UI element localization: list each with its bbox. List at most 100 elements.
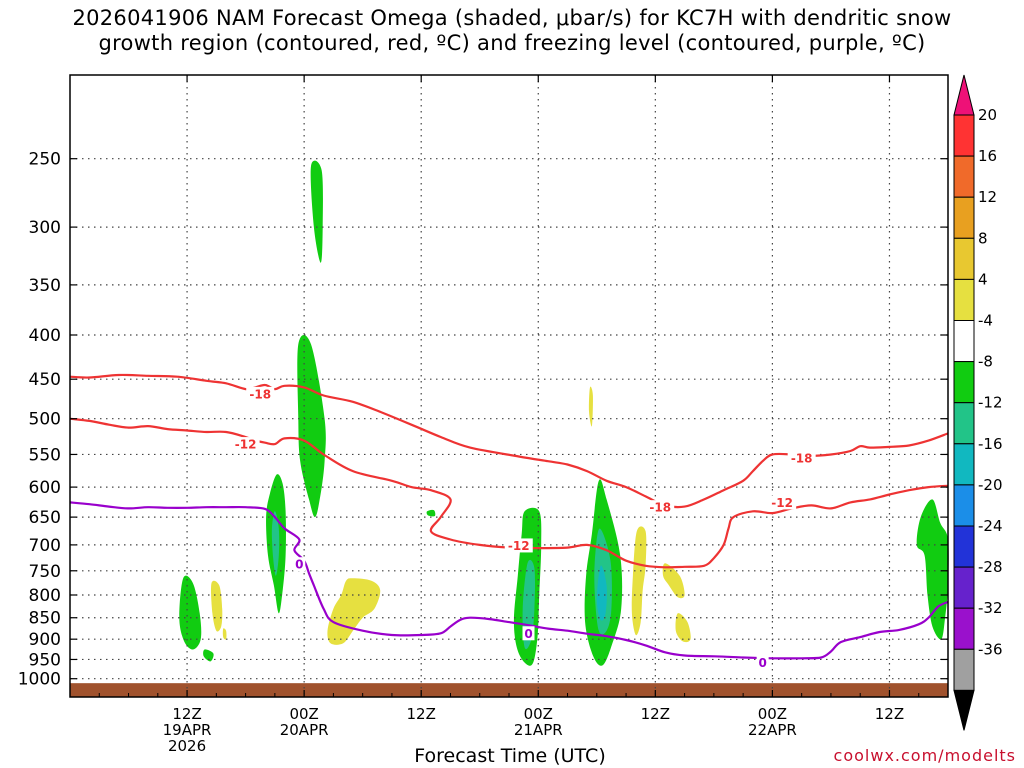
y-tick-label-650: 650 (29, 508, 61, 528)
x-tick-label-66-0: 00Z (758, 705, 787, 723)
colorbar-label-3: 8 (978, 229, 988, 247)
omega-area-1 (297, 335, 326, 518)
omega-area-12 (211, 580, 223, 632)
colorbar-box-10 (953, 525, 975, 568)
omega-area-19 (426, 509, 436, 517)
axes-layer: 2503003504004505005506006507007508008509… (18, 74, 949, 755)
omega-area-5 (203, 649, 214, 662)
omega-area-16 (662, 563, 685, 599)
y-tick-label-700: 700 (29, 536, 61, 556)
y-tick-label-850: 850 (29, 609, 61, 629)
x-tick-label-18-1: 20APR (280, 721, 329, 739)
colorbar-box-13 (953, 648, 975, 691)
omega-area-14 (327, 578, 381, 645)
contour-label-bg--18C-1 (646, 500, 675, 515)
y-tick-label-800: 800 (29, 586, 61, 606)
y-tick-label-750: 750 (29, 562, 61, 582)
x-tick-label-54-0: 12Z (641, 705, 670, 723)
x-tick-label-30-0: 12Z (407, 705, 436, 723)
chart-title-line-2: growth region (contoured, red, ºC) and f… (98, 31, 926, 55)
y-tick-label-450: 450 (29, 370, 61, 390)
colorbar-label-6: -8 (978, 353, 993, 371)
omega-shading-layer (179, 160, 949, 666)
terrain-band (70, 683, 948, 697)
plot-frame (69, 74, 949, 698)
contour-label-0C-2: 0 (758, 656, 766, 670)
omega-area-10 (596, 565, 607, 621)
omega-area-15 (631, 526, 647, 636)
y-tick-label-350: 350 (29, 276, 61, 296)
colorbar-label-8: -16 (978, 435, 1003, 453)
contour-label--18C-1: -18 (649, 501, 671, 515)
colorbar-label-11: -28 (978, 558, 1003, 576)
colorbar-box-8 (953, 443, 975, 486)
contour-label-bg--12C-2 (768, 495, 797, 510)
colorbar-top-triangle (953, 74, 975, 116)
colorbar-box-9 (953, 484, 975, 527)
omega-area-4 (179, 575, 202, 650)
y-tick-label-500: 500 (29, 410, 61, 430)
colorbar-label-1: 16 (978, 147, 997, 165)
x-tick-label-42-1: 21APR (514, 721, 563, 739)
colorbar-label-5: -4 (978, 312, 993, 330)
colorbar: 20 16 12 8 4 -4 -8 -12 -16 -20 -24 -28 -32 -36 (953, 74, 1003, 731)
chart-title: 2026041906 NAM Forecast Omega (shaded, μ… (0, 6, 1024, 56)
omega-area-0 (310, 160, 323, 263)
contour-label-0C-0: 0 (295, 558, 303, 572)
y-tick-label-900: 900 (29, 630, 61, 650)
colorbar-box-5 (953, 320, 975, 363)
chart-title-line-1: 2026041906 NAM Forecast Omega (shaded, μ… (72, 6, 952, 30)
y-tick-label-300: 300 (29, 218, 61, 238)
colorbar-label-0: 20 (978, 106, 997, 124)
x-tick-label-42-0: 00Z (524, 705, 553, 723)
colorbar-label-12: -32 (978, 599, 1003, 617)
y-tick-label-550: 550 (29, 445, 61, 465)
x-tick-label-6-0: 12Z (172, 705, 201, 723)
x-tick-label-18-0: 00Z (289, 705, 318, 723)
x-tick-label-6-2: 2026 (168, 737, 206, 755)
omega-area-17 (675, 613, 691, 643)
contour-label--12C-2: -12 (771, 496, 793, 510)
omega-area-18 (588, 386, 593, 427)
contour-label--18C-2: -18 (791, 451, 813, 465)
colorbar-box-6 (953, 361, 975, 404)
y-tick-label-1000: 1000 (18, 670, 61, 690)
colorbar-label-2: 12 (978, 188, 997, 206)
contour-layer: -18 -18 -18 -12 -12 -12 0 0 0 (69, 373, 949, 670)
colorbar-label-10: -24 (978, 517, 1003, 535)
contour-label--18C-0: -18 (249, 387, 271, 401)
contour-label--12C-1: -12 (508, 539, 530, 553)
colorbar-label-13: -36 (978, 640, 1003, 658)
colorbar-bottom-triangle (953, 689, 975, 731)
contour-label-bg-0C-2 (756, 655, 769, 670)
colorbar-box-1 (953, 155, 975, 198)
colorbar-label-4: 4 (978, 270, 988, 288)
terrain-layer (70, 683, 948, 697)
contour-label-bg-0C-0 (293, 557, 306, 572)
contour-label-bg--12C-1 (504, 538, 533, 553)
contour-label-bg--18C-0 (246, 386, 275, 401)
colorbar-box-4 (953, 278, 975, 321)
colorbar-box-2 (953, 196, 975, 239)
omega-area-13 (222, 628, 227, 640)
x-tick-label-6-1: 19APR (163, 721, 212, 739)
grid-layer (70, 75, 948, 697)
x-tick-label-78-0: 12Z (875, 705, 904, 723)
colorbar-label-7: -12 (978, 394, 1003, 412)
x-axis-label: Forecast Time (UTC) (414, 745, 606, 767)
contour-label-0C-1: 0 (524, 627, 532, 641)
credit-link[interactable]: coolwx.com/modelts (833, 746, 1016, 765)
colorbar-box-12 (953, 607, 975, 650)
x-tick-label-66-1: 22APR (748, 721, 797, 739)
colorbar-box-11 (953, 566, 975, 609)
y-tick-label-250: 250 (29, 150, 61, 170)
colorbar-label-9: -20 (978, 476, 1003, 494)
omega-area-11 (916, 499, 949, 640)
omega-area-3 (271, 511, 280, 576)
y-tick-label-600: 600 (29, 478, 61, 498)
colorbar-box-7 (953, 402, 975, 445)
contour-label-bg-0C-1 (522, 626, 535, 641)
colorbar-box-3 (953, 237, 975, 280)
y-tick-label-950: 950 (29, 650, 61, 670)
